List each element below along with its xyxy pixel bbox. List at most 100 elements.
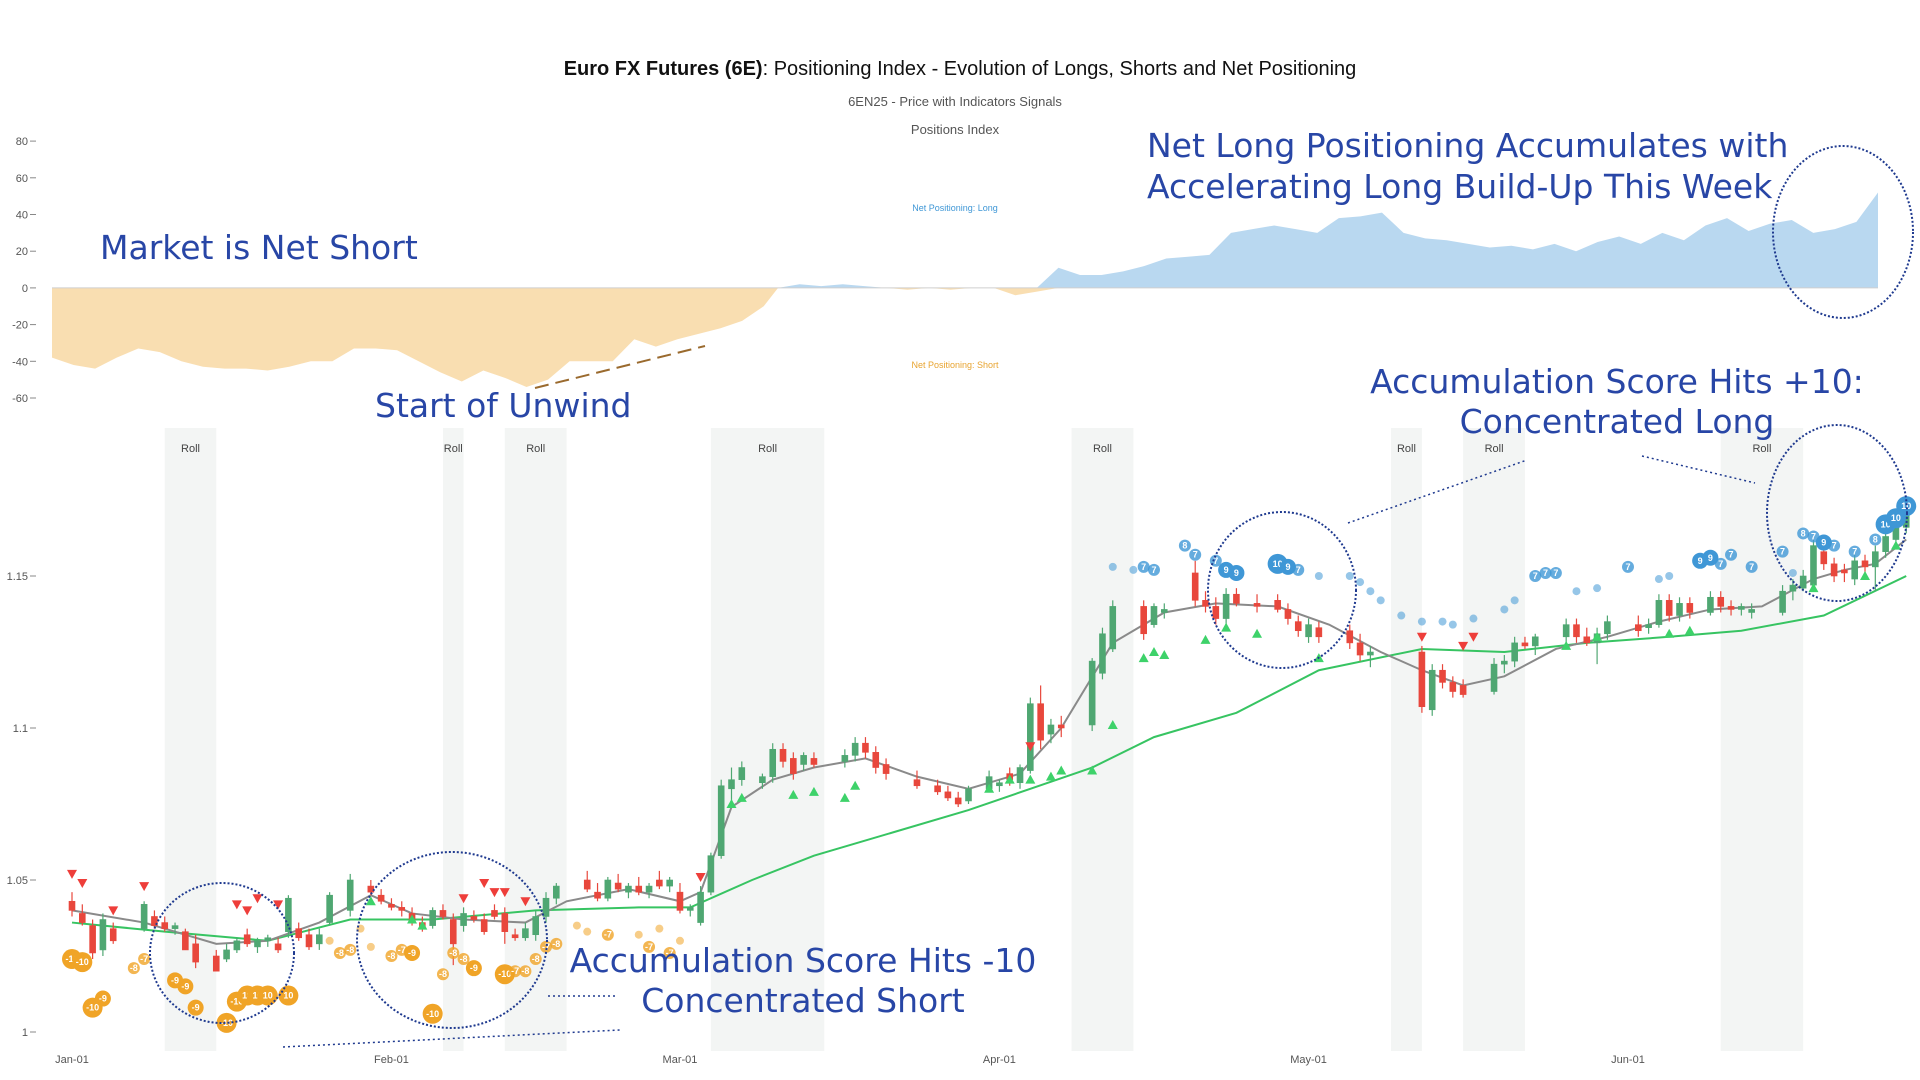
short-series-label: Net Positioning: Short: [911, 360, 999, 370]
short-score-badge-label: -8: [130, 963, 138, 973]
annotation-score-minus-line2: Concentrated Short: [641, 981, 965, 1020]
candle-up: [1016, 767, 1024, 784]
positions-panel-title: Positions Index: [911, 122, 1000, 137]
long-score-badge: [1896, 496, 1917, 517]
candle-down: [1191, 572, 1199, 601]
sell-signal-marker: [458, 894, 469, 904]
long-score-badge: [1376, 596, 1385, 605]
candle-up: [1872, 551, 1879, 568]
candle-down: [1346, 630, 1354, 644]
score-plus-pointer-2: [1641, 455, 1756, 484]
buy-signal-marker: [365, 896, 376, 906]
long-score-ellipse-1: [1207, 511, 1357, 669]
short-score-badge-label: -9: [470, 963, 478, 973]
buy-signal-marker: [1025, 774, 1036, 784]
slow-moving-average: [71, 575, 1907, 942]
short-score-badge: [257, 985, 278, 1006]
short-score-badge: [436, 968, 449, 981]
annotation-net-short: Market is Net Short: [100, 228, 418, 267]
buy-signal-marker: [1004, 774, 1015, 784]
candle-down: [1253, 603, 1261, 607]
candle-down: [491, 910, 498, 917]
long-score-badge: [1469, 614, 1478, 623]
candle-down: [656, 879, 663, 887]
sell-signal-marker: [1468, 632, 1479, 642]
sell-signal-marker: [1458, 641, 1469, 651]
short-score-badge: [344, 943, 357, 956]
sell-signal-marker: [231, 900, 242, 910]
candle-down: [1202, 600, 1209, 607]
long-score-badge-label: 10: [1273, 559, 1283, 569]
candle-up: [254, 940, 261, 948]
candle-down: [594, 891, 601, 899]
candle-down: [1635, 624, 1642, 632]
candle-down: [274, 943, 282, 951]
candles: [68, 512, 1910, 972]
short-score-badge: [385, 950, 398, 962]
price-y-tick-label: 1.1: [13, 723, 28, 735]
chart-title-bold: Euro FX Futures (6E): [564, 58, 763, 80]
short-score-badge-label: -9: [192, 1003, 200, 1013]
long-score-badge: [1622, 560, 1634, 573]
long-score-badge: [1292, 563, 1305, 576]
candle-down: [635, 885, 643, 893]
long-score-badge-label: 8: [1873, 535, 1878, 545]
short-score-badge-label: -8: [336, 948, 344, 958]
candle-up: [1160, 609, 1168, 613]
pos-y-tick-label: 0: [22, 283, 28, 295]
short-score-badge: [138, 953, 151, 966]
long-score-badge-label: 7: [1852, 547, 1857, 557]
candle-down: [1037, 703, 1044, 741]
candle-up: [1789, 584, 1797, 592]
long-score-badge: [1448, 620, 1457, 629]
short-score-badge-label: -9: [181, 981, 189, 991]
candle-up: [686, 907, 694, 911]
candle-up: [1088, 660, 1096, 726]
buy-signal-marker: [1107, 719, 1118, 729]
candle-down: [377, 894, 385, 902]
long-score-ellipse-2: [1766, 424, 1908, 602]
score-minus-pointer-2: [282, 1029, 621, 1048]
pos-y-tick-label: 60: [16, 173, 28, 185]
short-score-badge: [333, 946, 346, 959]
long-score-badge: [1788, 568, 1797, 577]
candle-down: [882, 764, 890, 774]
short-score-badge-label: -10: [76, 957, 89, 967]
long-score-badge: [1828, 539, 1841, 552]
long-score-badge: [1345, 572, 1354, 580]
candle-up: [171, 925, 179, 929]
candle-up: [625, 885, 632, 893]
long-score-badge: [1776, 545, 1789, 558]
candle-up: [1305, 624, 1312, 638]
unwind-pointer: [534, 345, 706, 389]
candle-down: [1841, 569, 1848, 574]
candle-down: [501, 913, 509, 932]
pos-y-tick-label: 80: [16, 136, 28, 148]
roll-label: Roll: [1752, 443, 1771, 455]
long-score-badge: [1745, 560, 1758, 573]
short-score-badge-label: -7: [140, 954, 148, 964]
short-score-badge-label: -8: [439, 969, 447, 979]
long-score-badge: [1108, 562, 1117, 571]
buy-signal-marker: [417, 920, 428, 930]
candle-down: [470, 916, 478, 920]
short-score-badge: [634, 930, 643, 939]
annotation-score-minus-line1: Accumulation Score Hits -10: [570, 941, 1037, 980]
long-score-badge: [1438, 617, 1447, 626]
long-score-badge-label: 7: [1780, 547, 1785, 557]
short-score-badge-label: -7: [398, 945, 406, 955]
short-score-badge: [457, 953, 470, 966]
candle-down: [1459, 685, 1467, 695]
short-score-badge-label: -10: [220, 1018, 233, 1028]
short-score-badge: [550, 937, 563, 950]
short-score-badge: [447, 946, 460, 959]
positions-panel: 80 60 40 20 0 -20 -40 -60: [12, 136, 1878, 405]
long-score-badge: [1147, 563, 1160, 576]
pos-y-tick-label: 20: [16, 246, 28, 258]
candle-up: [1222, 593, 1230, 619]
buy-signal-marker: [1200, 634, 1211, 644]
x-tick-label: Feb-01: [374, 1054, 409, 1066]
candle-down: [1583, 636, 1591, 644]
short-score-badge-label: -10: [498, 969, 511, 979]
roll-label: Roll: [181, 443, 200, 455]
